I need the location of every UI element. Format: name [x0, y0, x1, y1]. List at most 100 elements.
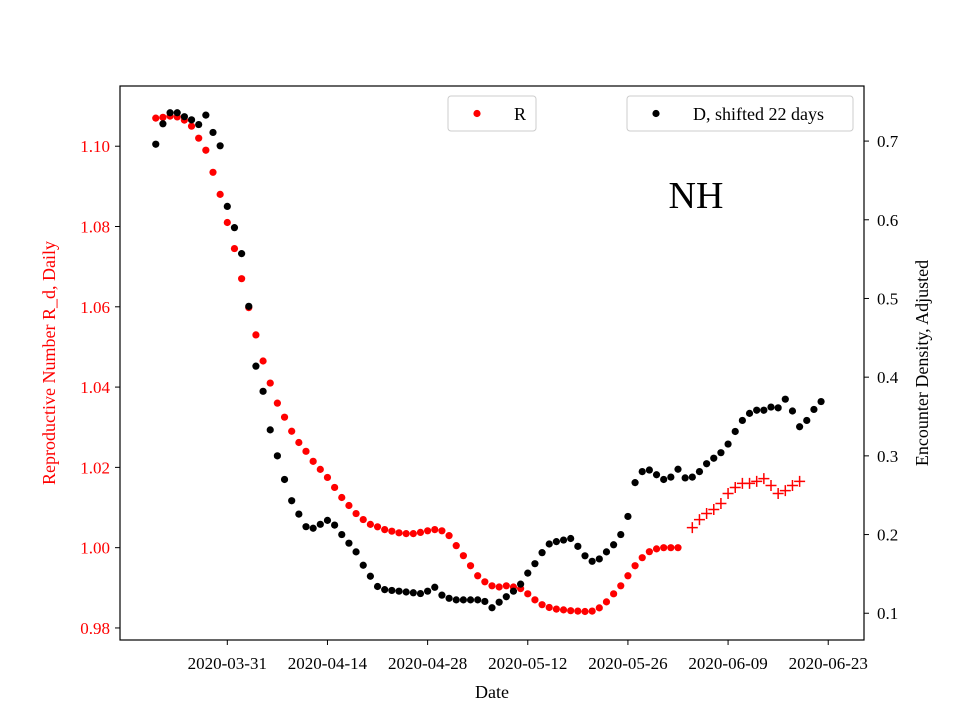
- data-point-plus: [779, 485, 791, 497]
- data-point: [524, 590, 532, 598]
- data-point: [409, 530, 417, 538]
- data-point: [574, 607, 582, 615]
- data-point: [316, 465, 324, 473]
- data-point: [180, 113, 188, 121]
- data-point: [230, 244, 239, 253]
- data-point-plus: [786, 479, 798, 491]
- data-point: [431, 583, 439, 591]
- data-point: [602, 598, 611, 606]
- data-point: [717, 449, 725, 457]
- right-y-tick-label: 0.3: [877, 447, 898, 466]
- data-point: [195, 120, 203, 129]
- data-point: [638, 554, 646, 562]
- data-point-plus: [701, 508, 713, 520]
- data-point: [152, 140, 160, 148]
- left-y-tick-label: 1.02: [80, 458, 110, 477]
- data-point-plus: [772, 487, 784, 499]
- data-point: [230, 224, 239, 232]
- data-point: [688, 473, 696, 481]
- data-point: [295, 438, 303, 447]
- data-point-plus: [751, 475, 763, 487]
- x-tick-label: 2020-06-09: [688, 654, 767, 673]
- data-point: [652, 471, 661, 479]
- data-point: [660, 475, 668, 484]
- data-point: [266, 426, 274, 434]
- data-point: [209, 128, 217, 137]
- data-point: [402, 588, 410, 596]
- right-y-axis: 0.1 0.2 0.3 0.4 0.5 0.6 0.7: [864, 132, 899, 623]
- data-point-plus: [708, 504, 720, 516]
- data-point: [331, 521, 339, 529]
- series-r: [152, 112, 682, 616]
- right-y-tick-label: 0.5: [877, 289, 898, 308]
- data-point: [331, 483, 339, 492]
- data-point: [738, 416, 746, 425]
- data-point: [781, 395, 789, 403]
- data-point: [395, 529, 403, 537]
- data-point: [774, 404, 782, 412]
- data-point: [431, 526, 439, 534]
- x-tick-label: 2020-03-31: [188, 654, 267, 673]
- data-point: [810, 405, 818, 414]
- legend-r-marker: [473, 109, 481, 118]
- data-point: [567, 607, 575, 615]
- data-point-plus: [715, 498, 727, 510]
- data-point-plus: [744, 477, 756, 489]
- data-point: [187, 116, 196, 124]
- right-y-tick-label: 0.1: [877, 604, 898, 623]
- data-point: [381, 526, 389, 534]
- series-d: [152, 109, 825, 612]
- data-point: [445, 532, 453, 540]
- data-point: [359, 561, 367, 569]
- legend-r-box: [447, 95, 537, 132]
- right-y-tick-label: 0.6: [877, 211, 898, 230]
- data-point: [588, 557, 596, 565]
- data-point: [238, 250, 246, 258]
- data-point: [216, 142, 224, 150]
- left-y-tick-label: 0.98: [80, 619, 110, 638]
- data-point: [452, 542, 460, 550]
- legend-r-label: R: [514, 104, 526, 124]
- data-point: [767, 403, 775, 411]
- data-point: [302, 523, 310, 531]
- data-point: [173, 109, 181, 117]
- data-point: [695, 467, 704, 476]
- data-point: [259, 357, 267, 365]
- data-point: [388, 586, 396, 595]
- data-point: [552, 538, 560, 546]
- data-point: [295, 510, 303, 518]
- data-point: [710, 454, 718, 462]
- data-point: [595, 555, 603, 563]
- data-point: [817, 397, 825, 406]
- data-point: [459, 596, 467, 604]
- x-axis-label: Date: [475, 682, 509, 702]
- data-point: [373, 582, 382, 591]
- data-point: [652, 545, 661, 553]
- x-tick-label: 2020-06-23: [789, 654, 868, 673]
- data-point: [238, 275, 246, 283]
- data-point: [645, 548, 653, 556]
- data-point: [252, 331, 260, 339]
- data-point: [474, 572, 482, 580]
- data-point: [481, 597, 489, 606]
- data-point: [359, 515, 367, 524]
- data-point: [288, 497, 296, 505]
- data-point: [588, 607, 596, 615]
- data-point: [502, 593, 510, 601]
- x-tick-label: 2020-05-12: [488, 654, 567, 673]
- x-axis: 2020-03-31 2020-04-14 2020-04-28 2020-05-12…: [188, 640, 868, 673]
- data-point: [438, 527, 446, 535]
- data-point: [159, 120, 167, 128]
- data-point: [223, 218, 231, 227]
- data-point: [202, 146, 210, 154]
- data-point: [495, 583, 503, 591]
- left-y-tick-label: 1.08: [80, 218, 110, 237]
- data-point: [545, 603, 553, 612]
- data-point: [517, 580, 525, 588]
- series-r-projected: [686, 473, 806, 534]
- data-point: [788, 407, 797, 415]
- data-point: [531, 596, 539, 604]
- data-point-plus: [686, 522, 698, 534]
- data-point: [574, 542, 582, 550]
- data-point: [416, 589, 425, 598]
